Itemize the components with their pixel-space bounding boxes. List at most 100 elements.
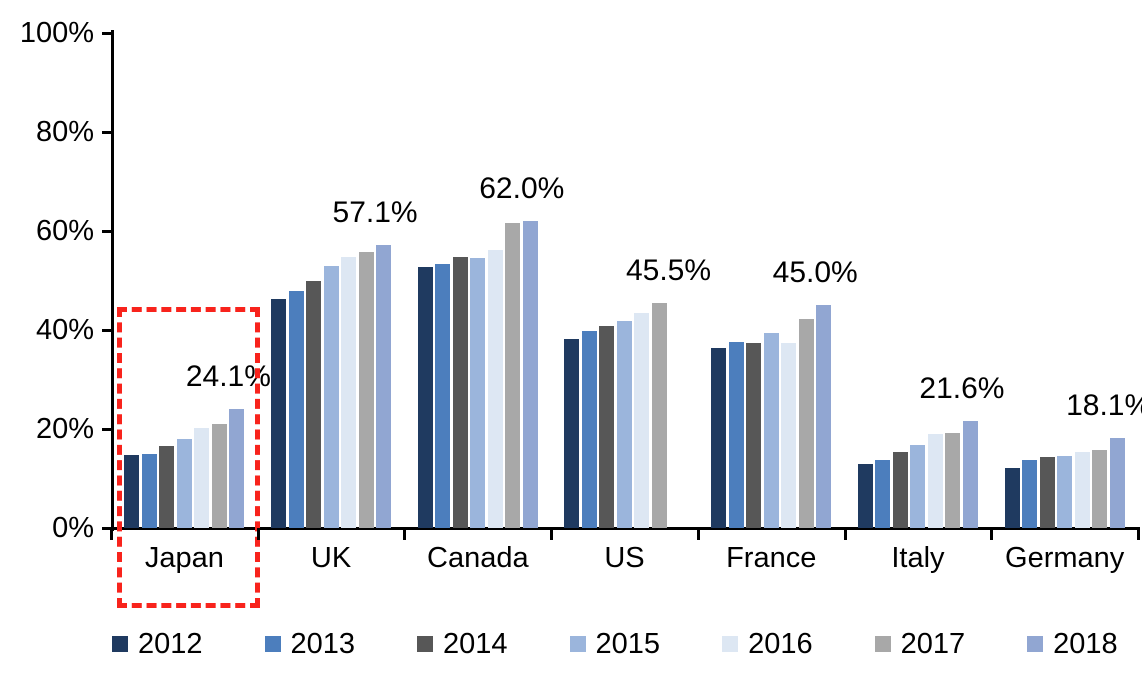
bar-france-2013	[728, 342, 744, 528]
bar-group-uk: 57.1%	[258, 33, 418, 528]
legend-item-2013: 2013	[264, 628, 356, 660]
legend-item-2014: 2014	[417, 628, 508, 660]
plot-area: 24.1% 57.1% 62.0% 45.5% 45.0% 21.6% 18.1%	[111, 33, 1142, 528]
bar-us-2012	[564, 339, 580, 528]
category-label-japan: Japan	[144, 542, 224, 574]
japan-highlight-box	[117, 307, 260, 608]
x-axis-tick	[1137, 528, 1140, 540]
category-label-italy: Italy	[891, 542, 945, 574]
y-axis-tick	[102, 329, 112, 332]
bar-canada-2018	[522, 221, 538, 528]
legend-swatch-2018	[1027, 636, 1044, 652]
bar-italy-2016	[927, 434, 943, 528]
y-axis-tick	[102, 527, 112, 530]
bar-canada-2017	[505, 222, 521, 528]
bar-japan-2016	[194, 428, 210, 528]
bar-france-2017	[798, 319, 814, 528]
bar-group-france: 45.0%	[698, 33, 858, 528]
x-axis-tick	[110, 528, 113, 540]
bar-france-2014	[746, 342, 762, 528]
bar-us-2015	[616, 320, 632, 528]
bar-japan-2017	[211, 424, 227, 528]
bar-italy-2014	[892, 452, 908, 528]
data-label-italy: 21.6%	[919, 372, 1005, 406]
legend-swatch-2012	[112, 636, 128, 652]
x-axis-tick	[256, 528, 260, 540]
category-label-uk: UK	[310, 542, 352, 574]
legend-swatch-2014	[417, 636, 434, 652]
bar-uk-2014	[306, 280, 322, 528]
legend-label-2013: 2013	[290, 628, 356, 660]
y-axis-tick-label: 40%	[35, 314, 94, 346]
y-axis-tick	[102, 32, 112, 35]
bar-germany-2018	[1109, 438, 1125, 528]
bar-uk-2012	[271, 298, 287, 528]
category-label-france: France	[726, 542, 817, 574]
legend-item-2018: 2018	[1027, 628, 1118, 660]
bar-germany-2012	[1004, 468, 1020, 528]
bar-france-2016	[781, 343, 797, 528]
bar-italy-2017	[945, 433, 961, 528]
x-axis-labels: Japan UK Canada US France Italy Germany	[111, 542, 1138, 574]
x-axis-tick	[550, 528, 554, 540]
data-label-france: 45.0%	[772, 256, 858, 290]
legend-label-2017: 2017	[900, 628, 966, 660]
bar-germany-2013	[1022, 460, 1038, 528]
y-axis-tick-label: 100%	[19, 17, 94, 49]
y-axis-tick-label: 20%	[35, 413, 94, 445]
bar-japan-2015	[176, 439, 192, 528]
bar-germany-2015	[1057, 455, 1073, 528]
bar-canada-2014	[452, 256, 468, 528]
y-axis-tick	[102, 428, 112, 431]
bar-uk-2015	[323, 265, 339, 528]
legend-item-2016: 2016	[722, 628, 813, 660]
category-label-us: US	[604, 542, 645, 574]
bar-italy-2012	[857, 463, 873, 528]
data-label-germany: 18.1%	[1066, 389, 1142, 423]
legend-swatch-2015	[569, 636, 586, 652]
y-axis-line	[111, 30, 114, 531]
bar-group-us: 45.5%	[551, 33, 711, 528]
y-axis-tick-label: 0%	[52, 512, 94, 544]
bar-canada-2012	[417, 266, 433, 528]
data-label-us: 45.5%	[625, 253, 712, 287]
bar-us-2017	[651, 302, 667, 528]
bar-france-2018	[816, 305, 832, 528]
bar-germany-2016	[1074, 452, 1090, 528]
legend: 2012 2013 2014 2015 2016 2017 2018	[112, 628, 1118, 660]
legend-swatch-2016	[722, 636, 739, 652]
y-axis-tick	[102, 230, 112, 233]
legend-swatch-2017	[874, 636, 891, 652]
bar-uk-2016	[341, 257, 357, 528]
category-label-canada: Canada	[427, 542, 529, 574]
legend-label-2018: 2018	[1053, 628, 1118, 660]
bar-japan-2018	[229, 408, 245, 528]
bar-uk-2017	[358, 251, 374, 528]
y-axis-tick	[102, 131, 112, 134]
bar-italy-2015	[910, 444, 926, 528]
bar-us-2014	[599, 326, 615, 528]
x-axis-tick	[990, 528, 994, 540]
bar-germany-2014	[1039, 457, 1055, 528]
legend-swatch-2013	[264, 636, 281, 652]
bar-group-italy: 21.6%	[845, 33, 1004, 528]
legend-item-2012: 2012	[112, 628, 203, 660]
legend-label-2014: 2014	[443, 628, 508, 660]
legend-label-2015: 2015	[595, 628, 661, 660]
x-axis-tick	[403, 528, 407, 540]
bar-japan-2014	[159, 446, 175, 528]
bar-italy-2018	[962, 421, 978, 528]
legend-label-2012: 2012	[138, 628, 203, 660]
bar-uk-2013	[288, 291, 304, 528]
bar-us-2016	[634, 313, 650, 528]
legend-item-2017: 2017	[874, 628, 966, 660]
bar-canada-2015	[470, 258, 486, 528]
bar-canada-2013	[435, 264, 451, 528]
bar-japan-2012	[124, 454, 140, 528]
y-axis-tick-label: 60%	[35, 215, 94, 247]
y-axis-tick-label: 80%	[35, 116, 94, 148]
bar-group-japan: 24.1%	[111, 33, 271, 528]
bar-us-2013	[581, 330, 597, 528]
x-axis-tick	[696, 528, 700, 540]
